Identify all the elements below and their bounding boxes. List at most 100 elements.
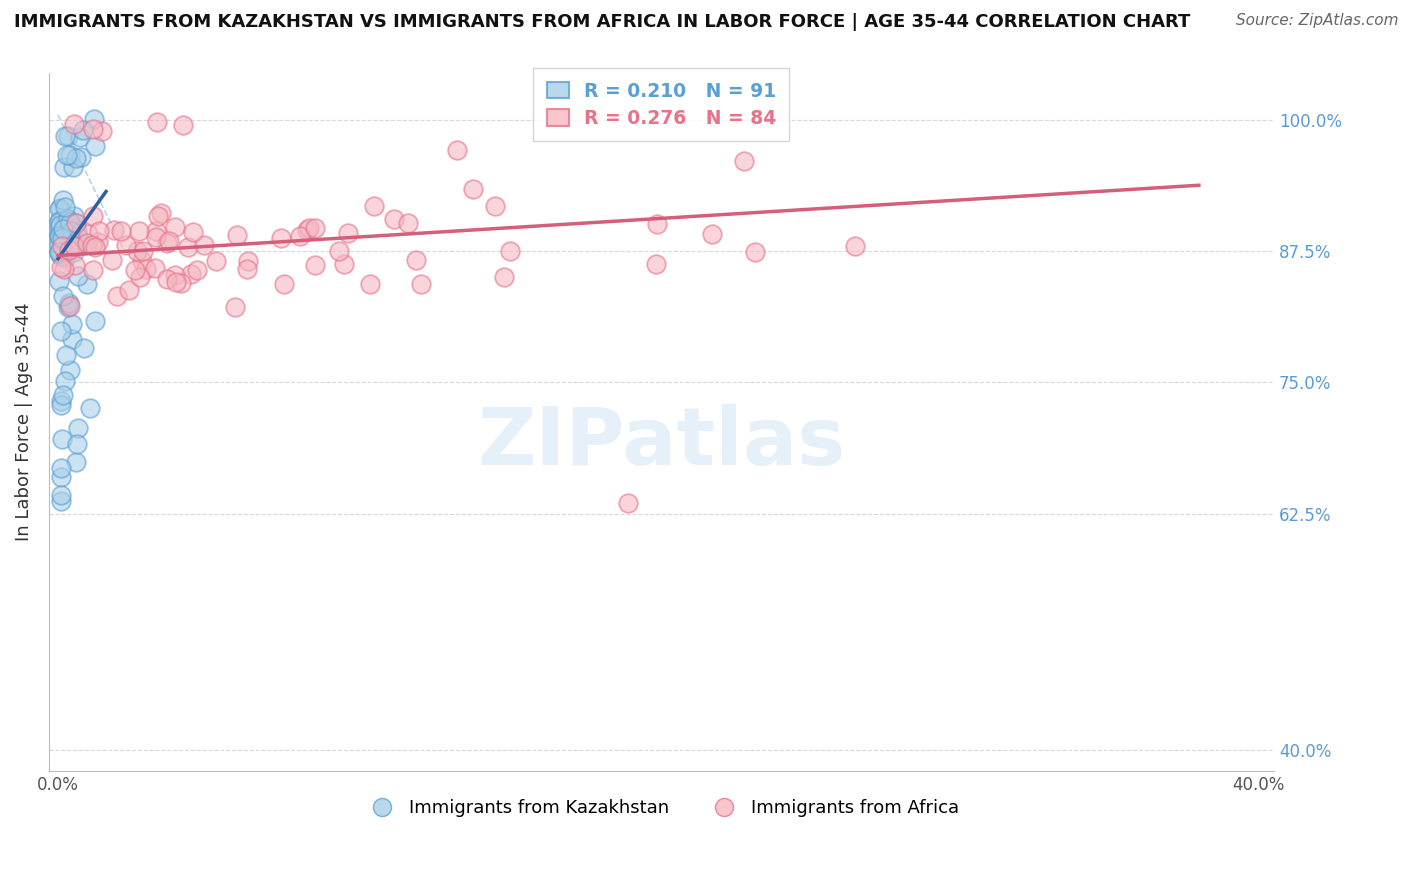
- Point: [53, 231, 76, 245]
- Point: [143, 260, 166, 275]
- Point: [63, 244, 86, 259]
- Point: [58, 227, 80, 241]
- Point: [56, 148, 79, 162]
- Point: [617, 496, 640, 510]
- Point: [84, 139, 107, 153]
- Point: [332, 257, 354, 271]
- Point: [90, 123, 112, 137]
- Point: [77, 227, 100, 242]
- Point: [58, 243, 80, 257]
- Point: [359, 277, 381, 292]
- Point: [51, 394, 73, 409]
- Point: [48, 219, 70, 233]
- Point: [48, 236, 70, 251]
- Point: [110, 224, 132, 238]
- Point: [87, 235, 110, 249]
- Point: [105, 289, 128, 303]
- Point: [83, 112, 105, 127]
- Point: [131, 253, 153, 268]
- Point: [63, 239, 86, 253]
- Point: [295, 223, 318, 237]
- Point: [170, 276, 193, 290]
- Point: [328, 244, 350, 258]
- Point: [58, 301, 80, 315]
- Point: [733, 153, 755, 168]
- Point: [411, 277, 433, 291]
- Point: [49, 398, 72, 412]
- Point: [58, 231, 80, 245]
- Point: [48, 246, 70, 260]
- Point: [238, 253, 260, 268]
- Point: [172, 118, 194, 132]
- Point: [48, 221, 70, 235]
- Point: [128, 224, 150, 238]
- Point: [224, 300, 246, 314]
- Point: [405, 253, 427, 268]
- Point: [225, 227, 247, 242]
- Point: [53, 129, 76, 144]
- Point: [52, 222, 75, 236]
- Point: [48, 227, 70, 241]
- Point: [66, 224, 89, 238]
- Point: [165, 268, 187, 282]
- Point: [62, 160, 84, 174]
- Point: [60, 234, 83, 248]
- Point: [51, 249, 73, 263]
- Point: [73, 238, 96, 252]
- Point: [446, 143, 468, 157]
- Point: [60, 225, 83, 239]
- Point: [82, 238, 104, 252]
- Point: [702, 227, 724, 241]
- Point: [49, 488, 72, 502]
- Point: [65, 216, 87, 230]
- Point: [60, 318, 83, 332]
- Point: [484, 199, 506, 213]
- Point: [76, 235, 98, 250]
- Point: [304, 221, 326, 235]
- Point: [461, 181, 484, 195]
- Point: [66, 437, 89, 451]
- Point: [58, 296, 80, 310]
- Point: [52, 229, 75, 244]
- Point: [73, 341, 96, 355]
- Point: [49, 249, 72, 263]
- Point: [55, 241, 77, 255]
- Point: [125, 244, 148, 258]
- Point: [60, 332, 83, 346]
- Point: [82, 122, 104, 136]
- Point: [51, 260, 73, 274]
- Point: [145, 229, 167, 244]
- Point: [115, 237, 138, 252]
- Point: [101, 253, 124, 268]
- Point: [146, 209, 169, 223]
- Point: [51, 461, 73, 475]
- Point: [51, 231, 73, 245]
- Point: [48, 230, 70, 244]
- Point: [336, 226, 359, 240]
- Point: [52, 227, 75, 242]
- Point: [53, 251, 76, 265]
- Point: [48, 244, 70, 258]
- Point: [48, 274, 70, 288]
- Point: [53, 221, 76, 235]
- Point: [49, 231, 72, 245]
- Point: [48, 245, 70, 260]
- Point: [56, 225, 79, 239]
- Text: ZIPatlas: ZIPatlas: [477, 404, 845, 482]
- Point: [76, 277, 98, 291]
- Point: [48, 215, 70, 229]
- Point: [177, 240, 200, 254]
- Point: [63, 117, 86, 131]
- Point: [55, 348, 77, 362]
- Point: [60, 223, 83, 237]
- Point: [145, 114, 167, 128]
- Point: [49, 246, 72, 260]
- Point: [53, 201, 76, 215]
- Point: [55, 214, 77, 228]
- Point: [644, 257, 666, 271]
- Point: [124, 263, 146, 277]
- Point: [72, 123, 94, 137]
- Point: [65, 216, 87, 230]
- Y-axis label: In Labor Force | Age 35-44: In Labor Force | Age 35-44: [15, 302, 32, 541]
- Point: [84, 239, 107, 253]
